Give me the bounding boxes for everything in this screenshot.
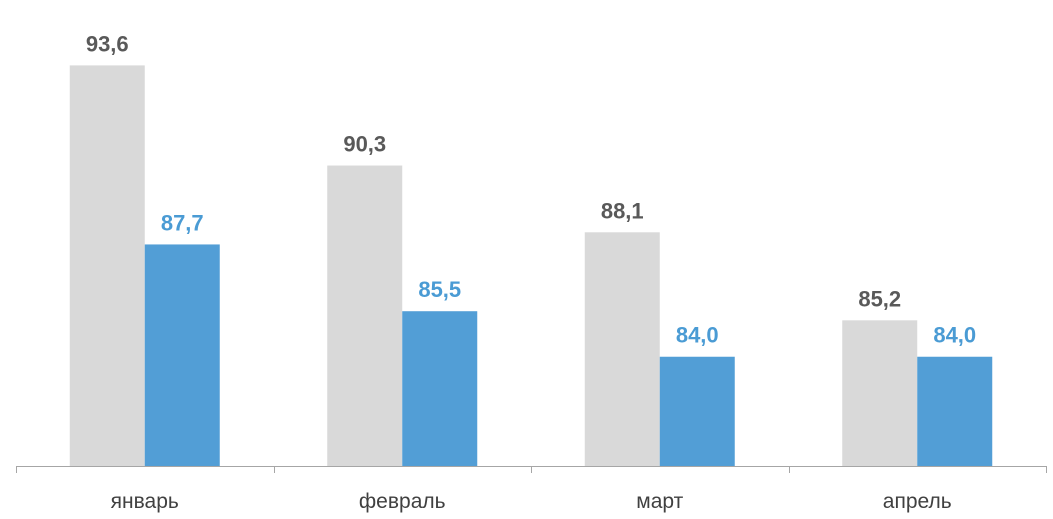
bar-series-1-2 xyxy=(327,166,402,466)
x-tick-label-4: апрель xyxy=(883,490,952,513)
data-label-series-2-3: 84,0 xyxy=(676,323,719,348)
bar-series-2-3 xyxy=(660,357,735,466)
bar-series-1-3 xyxy=(585,232,660,466)
bar-series-2-4 xyxy=(917,357,992,466)
data-label-series-1-3: 88,1 xyxy=(601,198,644,223)
data-label-series-1-1: 93,6 xyxy=(86,31,129,56)
x-tick-label-2: февраль xyxy=(359,490,446,513)
bars-layer xyxy=(70,65,993,466)
x-tick-label-3: март xyxy=(636,490,683,513)
data-label-series-1-4: 85,2 xyxy=(858,286,901,311)
bar-series-2-2 xyxy=(402,311,477,466)
data-label-series-2-1: 87,7 xyxy=(161,210,204,235)
bar-series-1-1 xyxy=(70,65,145,466)
x-axis: январь февраль март апрель xyxy=(16,466,1047,513)
data-label-series-1-2: 90,3 xyxy=(343,132,386,157)
bar-series-2-1 xyxy=(145,244,220,466)
data-label-series-2-4: 84,0 xyxy=(933,323,976,348)
x-tick-label-1: январь xyxy=(111,490,179,513)
data-label-series-2-2: 85,5 xyxy=(418,277,461,302)
bar-series-1-4 xyxy=(842,320,917,466)
